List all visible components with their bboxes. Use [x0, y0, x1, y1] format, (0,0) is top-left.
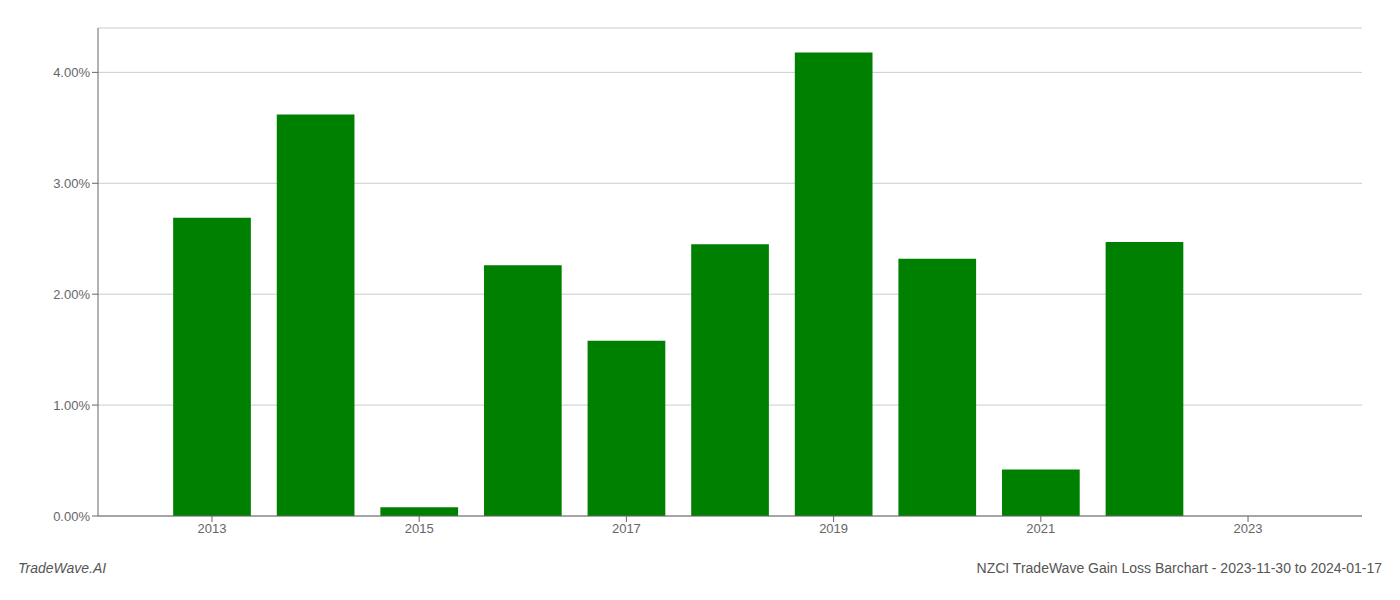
- svg-text:2021: 2021: [1026, 521, 1055, 536]
- svg-text:2.00%: 2.00%: [53, 287, 90, 302]
- svg-text:3.00%: 3.00%: [53, 176, 90, 191]
- svg-text:2015: 2015: [405, 521, 434, 536]
- svg-text:2019: 2019: [819, 521, 848, 536]
- svg-text:2017: 2017: [612, 521, 641, 536]
- svg-text:0.00%: 0.00%: [53, 509, 90, 524]
- html-text:TradeWave.AI: TradeWave.AI: [18, 560, 107, 576]
- html-text:NZCI TradeWave Gain Loss Barch: NZCI TradeWave Gain Loss Barchart - 2023…: [976, 560, 1382, 576]
- svg-text:4.00%: 4.00%: [53, 65, 90, 80]
- svg-text:2023: 2023: [1234, 521, 1263, 536]
- svg-text:2013: 2013: [198, 521, 227, 536]
- svg-text:1.00%: 1.00%: [53, 398, 90, 413]
